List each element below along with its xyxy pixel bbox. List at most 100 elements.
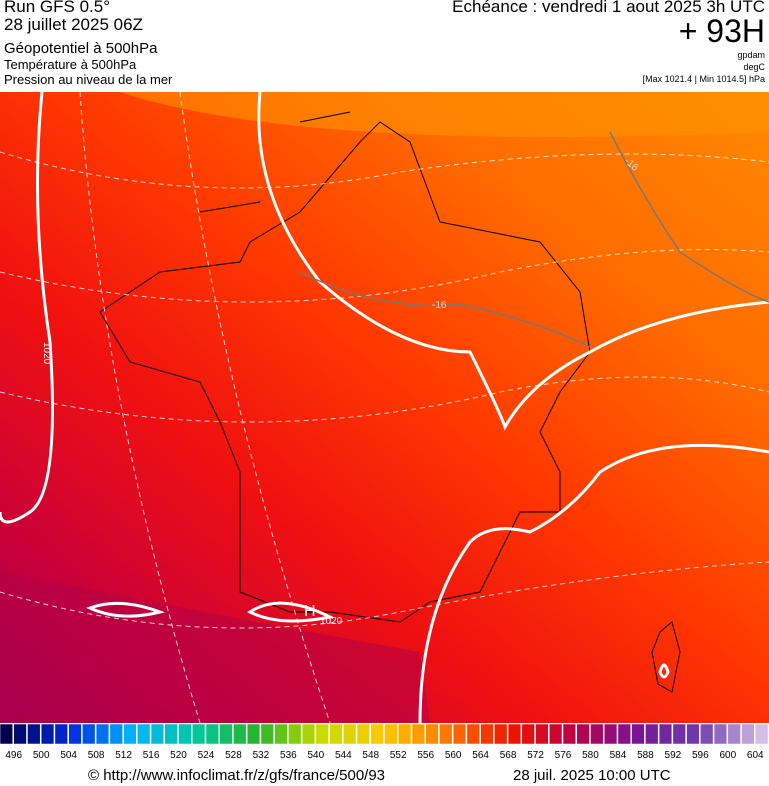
colorbar-label: 560 [445, 750, 462, 761]
colorbar-label: 520 [170, 750, 187, 761]
colorbar-swatch [178, 724, 192, 745]
isobar-label: 1020 [41, 342, 52, 365]
colorbar-swatch [192, 724, 206, 745]
colorbar-label: 576 [555, 750, 572, 761]
colorbar-swatch [13, 724, 27, 745]
colorbar-swatch [713, 724, 728, 745]
lead-time: + 93H [678, 13, 765, 49]
colorbar-swatch [755, 724, 769, 745]
colorbar-label: 600 [719, 750, 736, 761]
field-title: Température à 500hPa [4, 57, 137, 72]
colorbar-label: 568 [500, 750, 517, 761]
footer-date: 28 juil. 2025 10:00 UTC [513, 767, 671, 784]
run-label: Run GFS 0.5° [4, 0, 111, 16]
isobar [0, 92, 769, 723]
colorbar-swatch [425, 724, 439, 745]
run-date: 28 juillet 2025 06Z [4, 15, 143, 34]
colorbar-swatch [439, 724, 453, 745]
field-title: Pression au niveau de la mer [4, 72, 173, 87]
colorbar-swatch [672, 724, 686, 745]
colorbar-label: 604 [747, 750, 764, 761]
map: -16 -16 1020 1020 H [0, 92, 769, 723]
colorbar-swatch [645, 724, 659, 745]
colorbar-label: 548 [362, 750, 379, 761]
colorbar-swatch [507, 724, 522, 745]
colorbar-swatch [411, 724, 425, 745]
footer-url: © http://www.infoclimat.fr/z/gfs/france/… [88, 767, 386, 784]
geopotential-contour [0, 92, 769, 723]
colorbar-swatch [384, 724, 398, 745]
colorbar-swatch [219, 724, 233, 745]
colorbar-label: 504 [60, 750, 77, 761]
colorbar-label: 496 [5, 750, 22, 761]
colorbar-label: 524 [198, 750, 215, 761]
colorbar-swatch [0, 724, 13, 745]
isobar-label: 1020 [320, 616, 343, 627]
colorbar-swatch [301, 724, 316, 745]
colorbar-swatch [137, 724, 151, 745]
colorbar-swatch [54, 724, 68, 745]
colorbar-label: 572 [527, 750, 544, 761]
colorbar-swatch [109, 724, 123, 745]
colorbar-swatch [521, 724, 535, 745]
colorbar-swatch [549, 724, 563, 745]
colorbar-swatch [686, 724, 700, 745]
colorbar-swatch [658, 724, 673, 745]
unit: [Max 1021.4 | Min 1014.5] hPa [642, 74, 765, 84]
colorbar-swatch [356, 724, 371, 745]
colorbar-swatch [452, 724, 467, 745]
colorbar-swatch [123, 724, 137, 745]
colorbar-swatch [150, 724, 165, 745]
colorbar-swatch [562, 724, 577, 745]
colorbar-label: 532 [253, 750, 270, 761]
colorbar-swatch [95, 724, 110, 745]
colorbar-swatch [603, 724, 618, 745]
temperature-contour [299, 131, 769, 348]
colorbar-swatch [617, 724, 631, 745]
colorbar-label: 552 [390, 750, 407, 761]
colorbar-label: 580 [582, 750, 599, 761]
colorbar-swatch [741, 724, 755, 745]
colorbar-swatch [260, 724, 274, 745]
colorbar-label: 500 [33, 750, 50, 761]
field-title: Géopotentiel à 500hPa [4, 40, 158, 57]
colorbar-swatch [466, 724, 480, 745]
colorbar-swatch [288, 724, 302, 745]
colorbar-swatch [233, 724, 247, 745]
colorbar-swatch [329, 724, 343, 745]
colorbar-swatch [480, 724, 494, 745]
colorbar-label: 528 [225, 750, 242, 761]
high-marker: H [304, 603, 316, 620]
colorbar-swatch [590, 724, 604, 745]
colorbar-label: 516 [143, 750, 160, 761]
colorbar-swatch [343, 724, 357, 745]
colorbar-swatch [82, 724, 96, 745]
unit: degC [743, 62, 765, 72]
colorbar-swatch [205, 724, 219, 745]
colorbar-swatch [494, 724, 508, 745]
colorbar-swatch [631, 724, 645, 745]
colorbar-label: 540 [307, 750, 324, 761]
colorbar-swatch [727, 724, 741, 745]
colorbar-swatch [40, 724, 55, 745]
colorbar-swatch [27, 724, 41, 745]
colorbar-swatch [397, 724, 412, 745]
colorbar-swatch [164, 724, 178, 745]
colorbar-label: 564 [472, 750, 489, 761]
colorbar-label: 584 [610, 750, 627, 761]
colorbar-label: 544 [335, 750, 352, 761]
colorbar-swatch [535, 724, 549, 745]
temperature-band [120, 92, 769, 137]
colorbar-label: 592 [665, 750, 682, 761]
colorbar-swatch [315, 724, 329, 745]
contour-label: -16 [432, 300, 447, 311]
colorbar: 496 500 504 508 512 516 520 524 528 532 536 540 544 5… [0, 724, 769, 761]
colorbar-swatch [274, 724, 288, 745]
colorbar-swatch [700, 724, 714, 745]
colorbar-swatch [68, 724, 82, 745]
coastline [99, 111, 681, 693]
colorbar-swatch [370, 724, 384, 745]
valid-time: Echéance : vendredi 1 aout 2025 3h UTC [452, 0, 765, 16]
colorbar-label: 508 [88, 750, 105, 761]
